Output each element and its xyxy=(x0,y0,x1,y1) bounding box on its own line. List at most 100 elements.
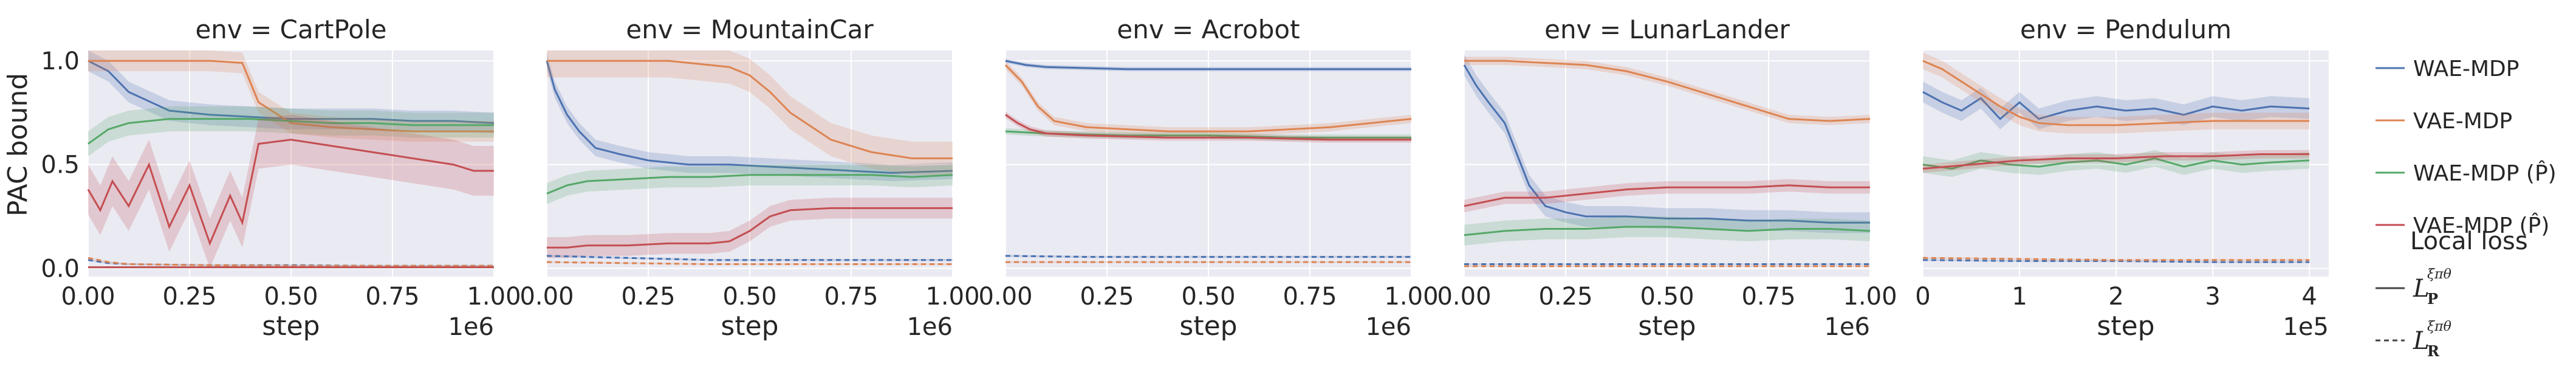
legend-entry: WAE-MDP (P̂) xyxy=(2376,160,2557,186)
series-band xyxy=(547,261,953,265)
x-tick-label: 1.00 xyxy=(1843,283,1897,311)
x-tick-label: 1.00 xyxy=(1384,283,1438,311)
panel-3: env = LunarLander 0.00 0.25 0.50 0.75 1.00 ste… xyxy=(1437,15,1897,342)
series-band xyxy=(1464,216,1870,246)
x-axis-label: step xyxy=(262,311,320,342)
panel-2: env = Acrobot 0.00 0.25 0.50 0.75 1.00 step 1e6 xyxy=(978,15,1438,342)
x-tick-label: 0.00 xyxy=(61,283,115,311)
series-band xyxy=(1005,255,1411,258)
legend-style-solid-sup: ξπθ xyxy=(2427,267,2451,282)
series-line xyxy=(87,139,494,246)
legend-entry: VAE-MDP xyxy=(2376,109,2512,134)
x-axis-label: step xyxy=(1179,311,1237,342)
series-line xyxy=(1922,157,2310,170)
legend-style-solid: L P ξπθ xyxy=(2376,267,2451,308)
legend-style-dashed: L R ξπθ xyxy=(2376,319,2451,360)
series-band xyxy=(547,50,953,175)
legend: WAE-MDP VAE-MDP WAE-MDP (P̂) VAE-MDP (P̂) L… xyxy=(2376,57,2557,360)
y-tick-label: 0.0 xyxy=(41,255,80,283)
series-band xyxy=(547,52,953,182)
legend-style-dashed-main: L xyxy=(2413,327,2430,355)
x-tick-label: 0.50 xyxy=(264,283,318,311)
legend-style-title: Local loss xyxy=(2410,227,2528,255)
series-band xyxy=(547,198,953,258)
panel-title: env = Pendulum xyxy=(2020,15,2232,44)
series-band xyxy=(1464,265,1870,267)
panel-0: env = CartPole 0.00 0.25 0.50 0.75 1.00 step 1e… xyxy=(41,15,521,342)
legend-label: VAE-MDP xyxy=(2413,109,2512,134)
x-tick-label: 0.50 xyxy=(722,283,776,311)
series-line xyxy=(87,257,494,267)
series-band xyxy=(88,259,494,267)
series-band xyxy=(1464,179,1870,213)
series-line xyxy=(87,118,494,145)
x-tick-label: 0.00 xyxy=(978,283,1032,311)
panel-title: env = LunarLander xyxy=(1544,15,1790,44)
y-axis-label: PAC bound xyxy=(2,73,33,216)
series-line xyxy=(1464,60,1871,122)
series-line xyxy=(546,174,953,195)
legend-style-dashed-sub: R xyxy=(2427,342,2440,360)
y-tick-label: 0.5 xyxy=(41,151,80,179)
legend-label: WAE-MDP xyxy=(2413,57,2519,81)
x-tick-label: 0.75 xyxy=(824,283,878,311)
x-tick-label: 2 xyxy=(2108,283,2123,311)
x-offset-label: 1e6 xyxy=(448,313,494,341)
x-tick-label: 0.75 xyxy=(1741,283,1795,311)
series-line xyxy=(1004,64,1412,133)
legend-style-solid-main: L xyxy=(2413,275,2430,303)
legend-style-dashed-sup: ξπθ xyxy=(2427,319,2451,334)
panel-title: env = MountainCar xyxy=(626,15,874,44)
series-line xyxy=(87,60,495,124)
x-axis-label: step xyxy=(2097,311,2154,342)
x-tick-label: 1.00 xyxy=(925,283,979,311)
panel-4: env = Pendulum 0 1 2 3 4 step 1e5 xyxy=(1915,15,2329,342)
series-band xyxy=(1464,54,1870,233)
x-tick-label: 0.25 xyxy=(162,283,216,311)
x-offset-label: 1e6 xyxy=(1365,313,1411,341)
x-tick-label: 0.00 xyxy=(1437,283,1491,311)
x-tick-label: 0.25 xyxy=(621,283,675,311)
x-offset-label: 1e6 xyxy=(906,313,953,341)
x-offset-label: 1e6 xyxy=(1824,313,1870,341)
x-tick-label: 0.25 xyxy=(1080,283,1134,311)
series-band xyxy=(1005,261,1411,263)
x-tick-label: 0.00 xyxy=(519,283,574,311)
x-tick-label: 1.00 xyxy=(467,283,521,311)
legend-entry: WAE-MDP xyxy=(2376,57,2519,81)
series-band xyxy=(547,255,953,261)
x-offset-label: 1e5 xyxy=(2283,313,2329,341)
x-tick-label: 0.25 xyxy=(1538,283,1592,311)
series-line xyxy=(546,60,953,174)
panel-title: env = CartPole xyxy=(195,15,386,44)
series-band xyxy=(1005,111,1411,143)
y-tick-label: 1.0 xyxy=(41,47,80,75)
series-line xyxy=(1922,60,2310,126)
legend-entry: VAE-MDP (P̂) xyxy=(2376,212,2549,238)
x-tick-label: 1 xyxy=(2012,283,2027,311)
x-tick-label: 3 xyxy=(2205,283,2220,311)
series-line xyxy=(547,207,953,249)
series-line xyxy=(1922,153,2310,170)
legend-style-solid-sub: P xyxy=(2427,290,2438,308)
series-band xyxy=(1464,263,1870,265)
legend-label: VAE-MDP (P̂) xyxy=(2413,212,2549,238)
series-line xyxy=(1464,184,1870,207)
series-line xyxy=(88,60,494,133)
series-band xyxy=(88,257,494,267)
series-line xyxy=(1922,91,2310,120)
x-axis-label: step xyxy=(721,311,778,342)
legend-label: WAE-MDP (P̂) xyxy=(2413,160,2557,186)
panel-title: env = Acrobot xyxy=(1117,15,1300,44)
series-line xyxy=(1005,60,1411,71)
legend-series: WAE-MDP VAE-MDP WAE-MDP (P̂) VAE-MDP (P̂) xyxy=(2376,57,2557,238)
panel-1: env = MountainCar 0.00 0.25 0.50 0.75 1.00 ste… xyxy=(519,15,979,342)
series-band xyxy=(1923,52,2310,134)
series-line xyxy=(1464,226,1871,236)
x-tick-label: 4 xyxy=(2301,283,2317,311)
series-band xyxy=(1923,81,2310,129)
x-axis-label: step xyxy=(1638,311,1696,342)
x-tick-label: 0.50 xyxy=(1181,283,1235,311)
